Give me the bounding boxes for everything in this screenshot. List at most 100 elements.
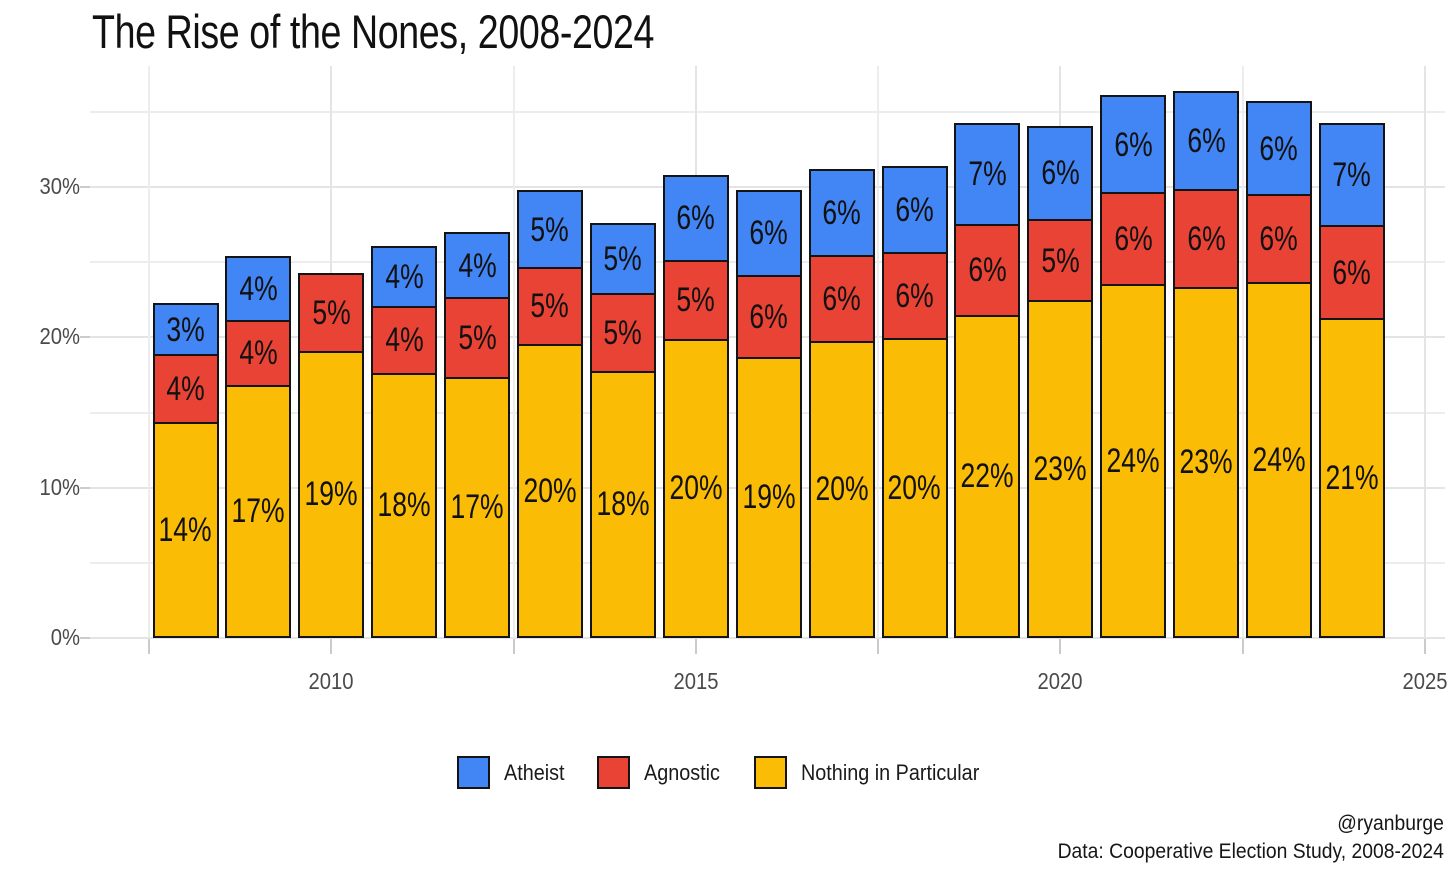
segment-label-nothing-in-particular-2017: 20%: [815, 470, 869, 509]
segment-label-agnostic-2013: 5%: [530, 287, 570, 326]
segment-label-atheist-2009: 4%: [239, 270, 278, 309]
gridline-y-minor: [90, 110, 1445, 113]
y-axis-tick-label: 30%: [39, 173, 80, 200]
y-axis-tick-mark: [80, 336, 90, 339]
segment-agnostic-2022: 6%: [1173, 188, 1240, 289]
x-axis-tick-mark: [694, 639, 697, 654]
segment-label-atheist-2017: 6%: [822, 194, 861, 233]
segment-atheist-2011: 4%: [371, 245, 438, 309]
gridline-y-major: [90, 637, 1445, 639]
legend-label-agnostic: Agnostic: [643, 759, 720, 785]
gridline-x-minor: [1241, 66, 1244, 638]
segment-label-nothing-in-particular-2010: 19%: [304, 475, 358, 514]
agnostic-swatch-icon: [596, 756, 630, 789]
caption-source: Data: Cooperative Election Study, 2008-2…: [1057, 840, 1444, 864]
segment-label-agnostic-2008: 4%: [166, 370, 205, 409]
x-axis-tick-mark: [1059, 639, 1062, 654]
segment-label-nothing-in-particular-2009: 17%: [231, 492, 285, 530]
x-axis-tick-label: 2015: [673, 668, 719, 694]
segment-atheist-2016: 6%: [735, 190, 802, 277]
gridline-x-minor: [512, 66, 515, 638]
legend-item-agnostic: Agnostic: [596, 756, 728, 789]
segment-agnostic-2012: 5%: [444, 296, 511, 379]
segment-agnostic-2011: 4%: [371, 305, 438, 375]
segment-label-nothing-in-particular-2023: 24%: [1252, 440, 1306, 479]
segment-label-atheist-2013: 5%: [530, 210, 570, 249]
segment-label-agnostic-2020: 5%: [1041, 241, 1080, 280]
segment-label-nothing-in-particular-2013: 20%: [523, 471, 577, 510]
x-axis-tick-mark: [330, 639, 333, 654]
segment-label-atheist-2022: 6%: [1186, 122, 1226, 161]
segment-nothing-in-particular-2017: 20%: [808, 340, 875, 638]
segment-label-nothing-in-particular-2014: 18%: [596, 485, 650, 524]
x-axis-minor-tick-mark: [877, 639, 880, 654]
caption: @ryanburge Data: Cooperative Election St…: [1024, 810, 1444, 867]
segment-label-nothing-in-particular-2008: 14%: [158, 510, 213, 549]
segment-label-agnostic-2021: 6%: [1114, 219, 1153, 258]
legend-label-nothing-in-particular: Nothing in Particular: [801, 759, 980, 785]
segment-agnostic-2018: 6%: [881, 251, 948, 340]
segment-label-nothing-in-particular-2020: 23%: [1033, 449, 1087, 488]
segment-atheist-2012: 4%: [444, 232, 511, 300]
gridline-y-major: [90, 186, 1445, 189]
y-axis-tick-label: 0%: [50, 624, 80, 650]
segment-nothing-in-particular-2011: 18%: [371, 372, 438, 638]
segment-nothing-in-particular-2021: 24%: [1100, 283, 1167, 638]
x-axis-minor-tick-mark: [148, 639, 151, 654]
segment-atheist-2019: 7%: [954, 122, 1021, 226]
x-axis-tick-label: 2010: [308, 668, 354, 694]
segment-label-nothing-in-particular-2018: 20%: [887, 468, 942, 507]
segment-label-atheist-2018: 6%: [895, 191, 934, 230]
segment-agnostic-2010: 5%: [298, 272, 365, 354]
segment-agnostic-2014: 5%: [589, 292, 656, 373]
segment-atheist-2008: 3%: [152, 302, 219, 357]
segment-label-nothing-in-particular-2022: 23%: [1179, 443, 1233, 482]
segment-label-atheist-2021: 6%: [1114, 125, 1153, 164]
segment-label-atheist-2015: 6%: [676, 199, 715, 238]
segment-agnostic-2019: 6%: [954, 223, 1021, 318]
x-axis-tick-label: 2025: [1402, 668, 1448, 694]
segment-label-agnostic-2009: 4%: [239, 333, 278, 372]
y-axis-tick-mark: [80, 186, 90, 189]
segment-agnostic-2020: 5%: [1027, 218, 1094, 303]
segment-nothing-in-particular-2019: 22%: [954, 314, 1021, 638]
segment-nothing-in-particular-2024: 21%: [1318, 317, 1385, 638]
segment-atheist-2014: 5%: [589, 223, 656, 295]
segment-label-agnostic-2010: 5%: [312, 294, 351, 333]
segment-agnostic-2009: 4%: [225, 319, 292, 387]
segment-nothing-in-particular-2014: 18%: [589, 370, 656, 638]
plot-panel: 14% 4% 3% 17% 4% 4% 19% 5% 18% 4% 4% 17% 5% 4% 20% 5% 5%…: [90, 66, 1445, 639]
segment-agnostic-2024: 6%: [1318, 224, 1385, 321]
segment-label-nothing-in-particular-2024: 21%: [1325, 458, 1379, 497]
segment-label-nothing-in-particular-2012: 17%: [450, 488, 504, 527]
y-axis-tick-mark: [80, 637, 90, 639]
y-axis-tick-label: 20%: [39, 323, 80, 350]
segment-label-agnostic-2018: 6%: [895, 276, 934, 315]
segment-agnostic-2023: 6%: [1246, 193, 1312, 285]
segment-label-agnostic-2015: 5%: [676, 281, 715, 320]
segment-nothing-in-particular-2016: 19%: [735, 356, 802, 638]
segment-label-agnostic-2019: 6%: [968, 251, 1007, 290]
segment-nothing-in-particular-2013: 20%: [517, 343, 583, 638]
segment-nothing-in-particular-2010: 19%: [298, 350, 365, 638]
segment-atheist-2009: 4%: [225, 256, 292, 322]
segment-label-agnostic-2012: 5%: [457, 318, 497, 357]
x-axis-tick-mark: [1423, 639, 1426, 654]
segment-nothing-in-particular-2009: 17%: [225, 384, 292, 638]
segment-nothing-in-particular-2012: 17%: [444, 376, 511, 638]
segment-atheist-2017: 6%: [808, 169, 875, 258]
segment-atheist-2018: 6%: [881, 166, 948, 255]
segment-label-nothing-in-particular-2011: 18%: [377, 486, 431, 524]
segment-label-atheist-2014: 5%: [603, 240, 643, 279]
segment-atheist-2015: 6%: [662, 175, 729, 262]
gridline-x-minor: [148, 66, 151, 638]
segment-agnostic-2017: 6%: [808, 254, 875, 343]
segment-label-agnostic-2011: 4%: [385, 321, 424, 360]
segment-nothing-in-particular-2023: 24%: [1246, 281, 1312, 638]
segment-nothing-in-particular-2018: 20%: [881, 337, 948, 638]
segment-label-atheist-2020: 6%: [1041, 154, 1080, 193]
segment-label-nothing-in-particular-2021: 24%: [1106, 441, 1160, 480]
segment-atheist-2020: 6%: [1027, 125, 1094, 222]
segment-label-agnostic-2014: 5%: [603, 313, 643, 352]
